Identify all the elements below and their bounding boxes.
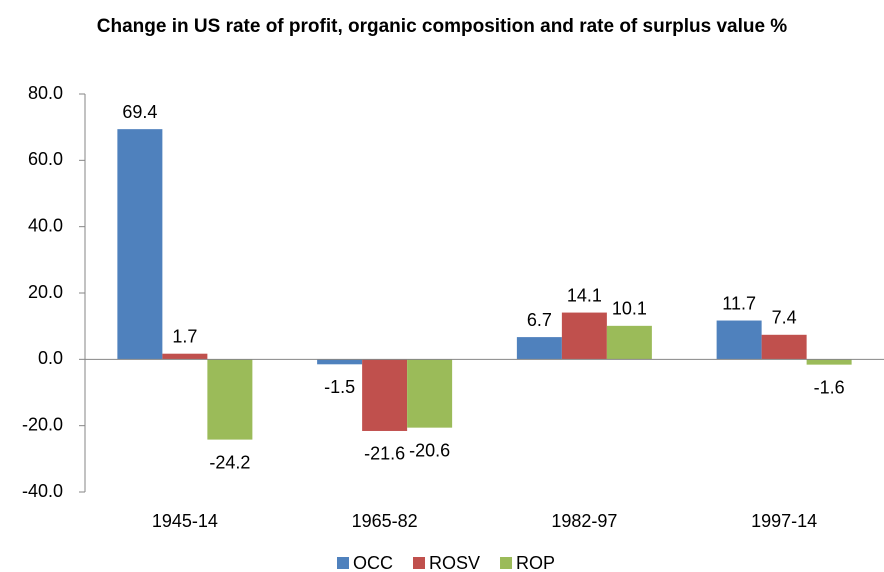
- data-label: -1.6: [814, 377, 845, 397]
- bar: [207, 359, 253, 440]
- legend-label: ROSV: [429, 553, 480, 572]
- bar: [761, 334, 807, 360]
- data-label: -21.6: [364, 444, 405, 464]
- x-tick-label: 1965-82: [352, 511, 418, 531]
- y-tick-label: 60.0: [28, 149, 63, 169]
- data-label: 10.1: [612, 299, 647, 319]
- chart-title: Change in US rate of profit, organic com…: [96, 16, 788, 37]
- data-label: 1.7: [172, 326, 197, 346]
- bar: [362, 359, 408, 431]
- bar: [516, 337, 562, 360]
- bar: [806, 359, 852, 365]
- y-tick-label: 80.0: [28, 83, 63, 103]
- x-tick-label: 1982-97: [551, 511, 617, 531]
- data-label: -20.6: [409, 440, 450, 460]
- data-label: -24.2: [209, 452, 250, 472]
- bar: [561, 312, 607, 360]
- y-tick-label: 20.0: [28, 282, 63, 302]
- legend-swatch: [413, 557, 425, 569]
- legend-label: OCC: [353, 553, 393, 572]
- legend-swatch: [500, 557, 513, 569]
- bar: [606, 325, 652, 360]
- legend-label: ROP: [516, 553, 555, 572]
- y-tick-label: 40.0: [28, 215, 63, 235]
- bar: [407, 359, 453, 428]
- data-label: 14.1: [567, 285, 602, 305]
- y-tick-label: -20.0: [22, 414, 63, 434]
- data-label: -1.5: [324, 377, 355, 397]
- y-tick-label: 0.0: [38, 348, 63, 368]
- data-label: 11.7: [722, 293, 756, 313]
- y-tick-label: -40.0: [22, 481, 63, 501]
- bar: [162, 353, 208, 360]
- data-label: 69.4: [122, 102, 157, 122]
- data-label: 6.7: [527, 310, 552, 330]
- legend-swatch: [337, 557, 349, 569]
- x-tick-label: 1997-14: [751, 511, 817, 531]
- bar: [117, 129, 163, 360]
- data-label: 7.4: [772, 308, 797, 328]
- bar: [716, 320, 762, 360]
- x-tick-label: 1945-14: [152, 511, 218, 531]
- bar: [317, 359, 363, 365]
